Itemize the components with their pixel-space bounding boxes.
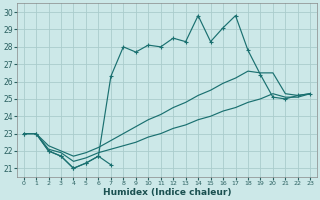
X-axis label: Humidex (Indice chaleur): Humidex (Indice chaleur) bbox=[103, 188, 231, 197]
